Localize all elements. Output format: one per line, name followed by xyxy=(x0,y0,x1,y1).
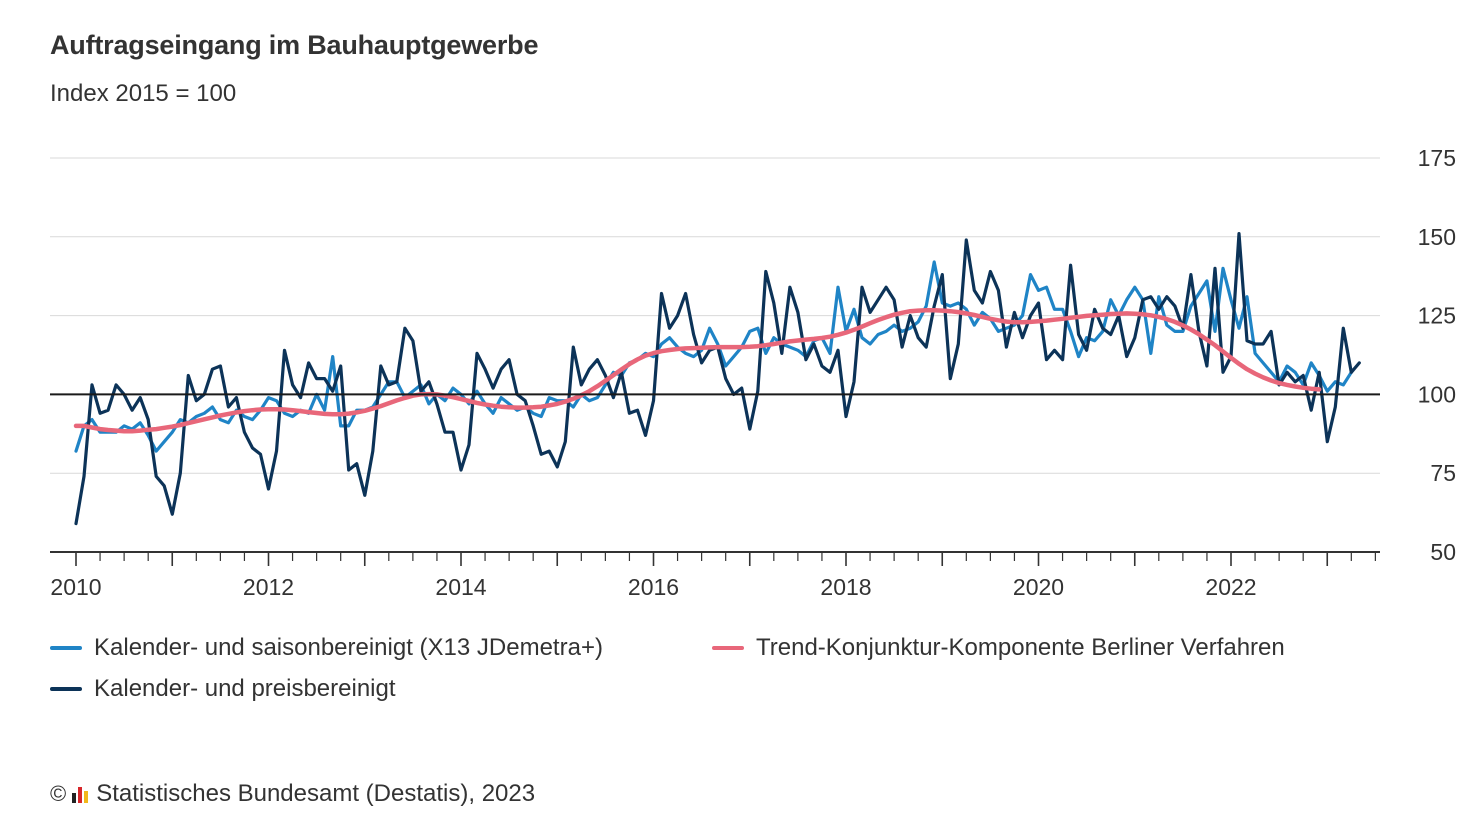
series-line-2 xyxy=(73,307,1322,434)
series-line-1 xyxy=(74,232,1361,526)
x-tick-label-2022: 2022 xyxy=(1205,574,1256,600)
source-footer: © Statistisches Bundesamt (Destatis), 20… xyxy=(50,780,535,808)
x-tick-label-2016: 2016 xyxy=(628,574,679,600)
x-tick-label-2020: 2020 xyxy=(1013,574,1064,600)
y-tick-label-175: 175 xyxy=(1418,145,1456,171)
legend-item-trend: Trend-Konjunktur-Komponente Berliner Ver… xyxy=(712,634,1285,662)
source-text: Statistisches Bundesamt (Destatis), 2023 xyxy=(96,780,536,807)
legend-label: Kalender- und preisbereinigt xyxy=(94,675,396,702)
line-chart: 50 75 100 125 150 175 2010 2012 2014 2016 2018 2020… xyxy=(50,145,1456,600)
chart-title: Auftragseingang im Bauhauptgewerbe xyxy=(50,30,539,60)
legend-label: Trend-Konjunktur-Komponente Berliner Ver… xyxy=(756,634,1285,661)
x-tick-label-2014: 2014 xyxy=(435,574,486,600)
x-tick-label-2010: 2010 xyxy=(50,574,101,600)
legend-item-seasonally-adjusted: Kalender- und saisonbereinigt (X13 JDeme… xyxy=(50,634,603,662)
x-tick-label-2018: 2018 xyxy=(820,574,871,600)
y-tick-label-150: 150 xyxy=(1418,224,1456,250)
chart-subtitle: Index 2015 = 100 xyxy=(50,80,237,107)
series-line-0 xyxy=(74,260,1353,453)
y-tick-label-50: 50 xyxy=(1430,539,1456,565)
y-tick-label-75: 75 xyxy=(1430,460,1456,486)
legend-item-price-adjusted: Kalender- und preisbereinigt xyxy=(50,675,396,703)
legend-swatch xyxy=(50,646,82,650)
legend-swatch xyxy=(712,646,744,650)
y-tick-label-100: 100 xyxy=(1418,381,1456,407)
legend-label: Kalender- und saisonbereinigt (X13 JDeme… xyxy=(94,634,603,661)
legend-swatch xyxy=(50,687,82,691)
copyright-icon: © xyxy=(50,781,67,806)
y-tick-label-125: 125 xyxy=(1418,303,1456,329)
x-tick-label-2012: 2012 xyxy=(243,574,294,600)
destatis-logo-icon xyxy=(72,785,89,803)
